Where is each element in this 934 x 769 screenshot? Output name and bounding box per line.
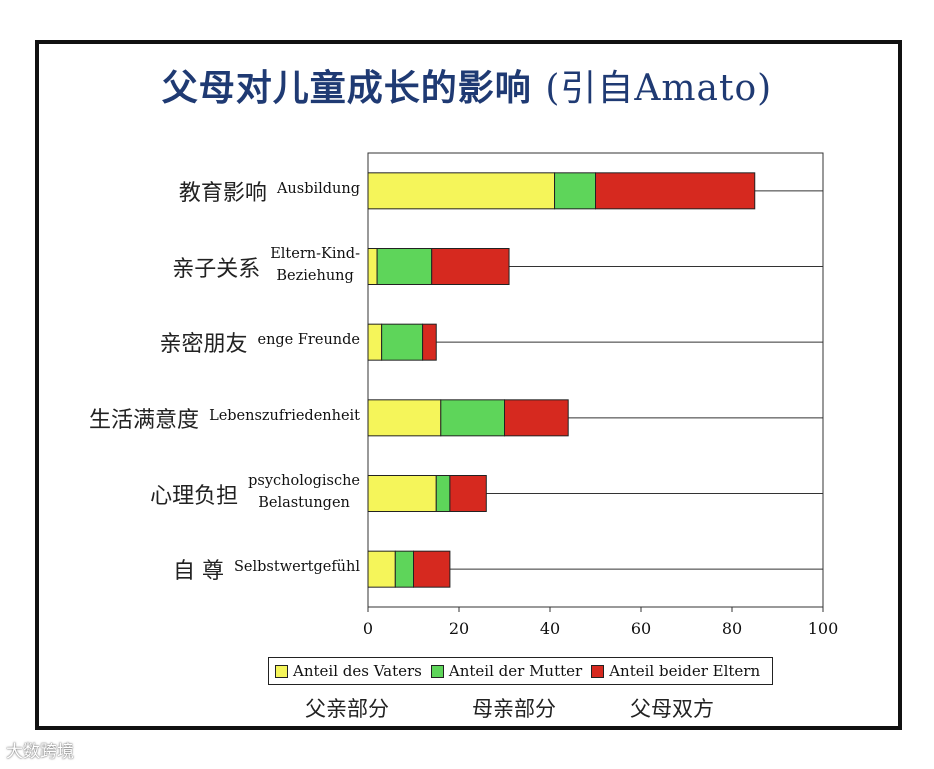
bar-2: [554, 172, 596, 210]
category-label-de: enge Freunde: [257, 329, 360, 351]
x-tick-label: 0: [363, 619, 373, 638]
legend-zh-father: 父亲部分: [305, 697, 389, 721]
legend-label-father: Anteil des Vaters: [293, 662, 422, 680]
legend-item-both: Anteil beider Eltern: [591, 662, 760, 680]
category-label-zh: 亲密朋友: [159, 332, 248, 358]
legend-item-mother: Anteil der Mutter: [430, 662, 583, 680]
bar-2: [440, 399, 505, 437]
legend-swatch-father: [275, 664, 288, 678]
category-label-de-line: Lebenszufriedenheit: [209, 407, 360, 424]
category-label-de: Selbstwertgefühl: [234, 556, 360, 578]
x-tick-label: 80: [722, 619, 742, 638]
category-label-de-line: psychologische: [248, 472, 360, 489]
bar-3: [449, 475, 487, 512]
category-label-zh: 自 尊: [173, 559, 224, 585]
legend-zh-mother: 母亲部分: [472, 697, 556, 721]
category-label-de: Eltern-Kind- Beziehung: [270, 243, 360, 287]
legend-item-father: Anteil des Vaters: [275, 662, 422, 680]
category-label-de-line: Eltern-Kind-: [270, 245, 360, 262]
bar-1: [367, 323, 383, 361]
category-label-zh: 生活满意度: [89, 407, 200, 433]
bar-1: [367, 475, 437, 512]
x-tick-label: 40: [540, 619, 560, 638]
bar-3: [422, 323, 437, 361]
watermark: 大数跨境: [6, 742, 74, 762]
bar-1: [367, 550, 396, 588]
bar-3: [595, 172, 756, 210]
bar-1: [367, 172, 556, 210]
bar-3: [504, 399, 569, 437]
bar-2: [381, 323, 424, 361]
legend-swatch-both: [591, 664, 605, 678]
plot-area: [367, 152, 824, 608]
category-label-zh: 心理负担: [150, 483, 239, 509]
legend-swatch-mother: [430, 664, 444, 678]
legend-label-both: Anteil beider Eltern: [609, 662, 761, 680]
x-tick-label: 60: [631, 619, 651, 638]
chart-title-zh: 父母对儿童成长的影响: [161, 67, 532, 109]
bar-2: [376, 248, 433, 285]
legend-zh-both: 父母双方: [630, 697, 714, 721]
bar-1: [367, 399, 442, 437]
category-label-zh: 亲子关系: [172, 256, 261, 282]
legend: Anteil des Vaters Anteil der Mutter Ante…: [268, 657, 773, 685]
x-tick-label: 100: [808, 619, 839, 638]
category-label-de-line: enge Freunde: [257, 332, 360, 349]
category-label-de: Ausbildung: [277, 178, 360, 200]
bar-3: [413, 550, 451, 588]
category-label-de: Lebenszufriedenheit: [209, 405, 360, 427]
bar-3: [431, 248, 510, 285]
category-label-zh: 教育影响: [178, 180, 267, 206]
category-label-de-line: Beziehung: [276, 267, 354, 284]
legend-chinese: 父亲部分 母亲部分 父母双方: [300, 693, 740, 721]
bar-2: [394, 550, 414, 588]
category-label-de-line: Ausbildung: [276, 180, 360, 197]
category-label-de: psychologische Belastungen: [248, 470, 360, 514]
chart-frame: [35, 40, 902, 730]
x-tick-label: 20: [449, 619, 469, 638]
chart-title: 父母对儿童成长的影响 (引自Amato): [0, 59, 934, 111]
category-label-de-line: Belastungen: [258, 494, 350, 511]
bar-1: [367, 248, 378, 285]
chart-title-source: (引自Amato): [545, 68, 773, 109]
bar-2: [435, 475, 451, 512]
category-label-de-line: Selbstwertgefühl: [234, 559, 360, 576]
legend-label-mother: Anteil der Mutter: [448, 662, 583, 680]
